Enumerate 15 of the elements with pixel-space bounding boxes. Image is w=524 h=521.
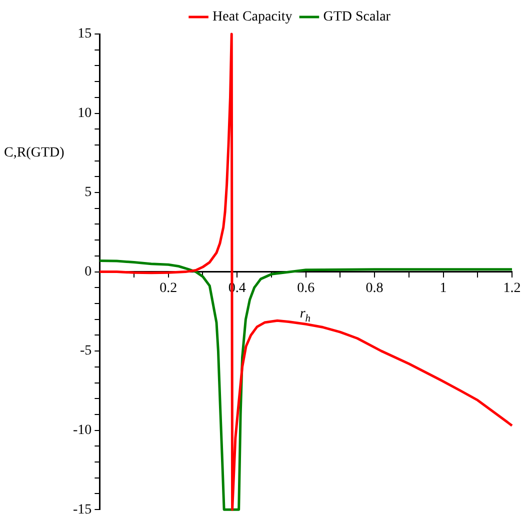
- x-tick-label: 1: [440, 280, 447, 296]
- legend-label: Heat Capacity: [212, 10, 292, 25]
- y-tick-label: 10: [78, 106, 92, 121]
- x-tick-label: 1.2: [503, 280, 521, 296]
- legend-label: GTD Scalar: [323, 10, 391, 25]
- y-tick-label: -5: [80, 344, 92, 359]
- x-tick-label: 0.8: [366, 280, 384, 296]
- y-tick-label: -10: [72, 423, 92, 438]
- x-tick-label: 0.2: [160, 280, 178, 296]
- y-tick-label: 5: [84, 185, 92, 200]
- x-tick-label: 0.6: [297, 280, 315, 296]
- y-tick-label: 0: [84, 264, 92, 280]
- y-tick-label: 15: [78, 26, 92, 42]
- y-axis-title: C,R(GTD): [4, 146, 65, 161]
- y-tick-label: -15: [72, 502, 92, 518]
